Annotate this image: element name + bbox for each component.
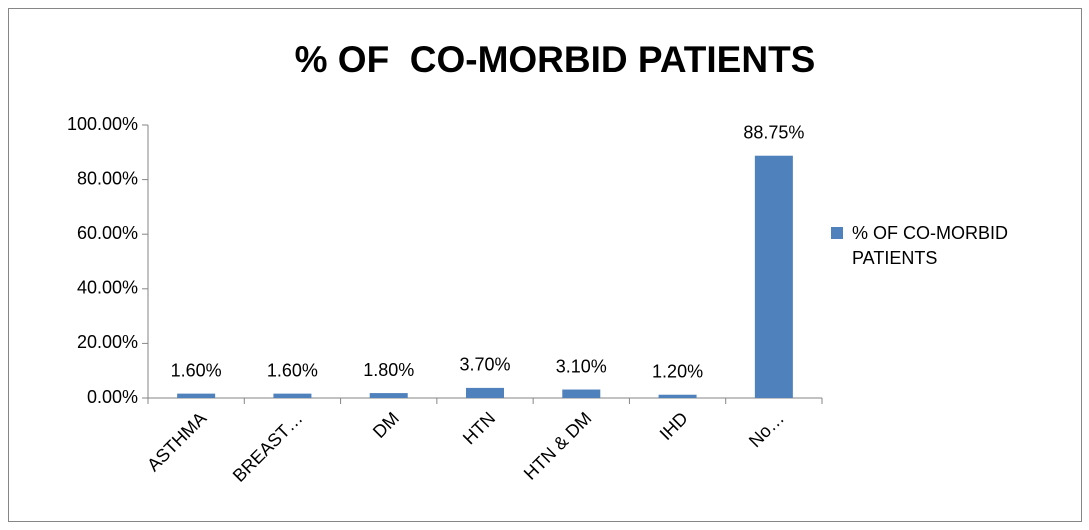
legend-label: % OF CO-MORBID PATIENTS [852, 223, 1008, 268]
bar [754, 155, 793, 398]
bar [466, 387, 504, 398]
bar [177, 393, 216, 398]
data-label: 1.60% [171, 360, 222, 380]
y-tick-label: 0.00% [87, 387, 138, 407]
bar [658, 394, 697, 398]
bar [273, 393, 312, 398]
data-label: 3.10% [556, 356, 607, 376]
data-label: 1.20% [652, 361, 703, 381]
chart-title: % OF CO-MORBID PATIENTS [295, 39, 816, 80]
data-label: 88.75% [743, 122, 804, 142]
bar [369, 393, 408, 398]
y-tick-label: 80.00% [77, 168, 138, 188]
data-label: 1.60% [267, 360, 318, 380]
y-tick-label: 40.00% [77, 278, 138, 298]
legend-swatch [831, 227, 843, 239]
bar [562, 389, 601, 398]
chart-border [8, 8, 1082, 522]
y-tick-label: 100.00% [67, 114, 138, 134]
data-label: 3.70% [459, 355, 510, 375]
y-tick-label: 60.00% [77, 223, 138, 243]
data-label: 1.80% [363, 360, 414, 380]
y-tick-label: 20.00% [77, 332, 138, 352]
